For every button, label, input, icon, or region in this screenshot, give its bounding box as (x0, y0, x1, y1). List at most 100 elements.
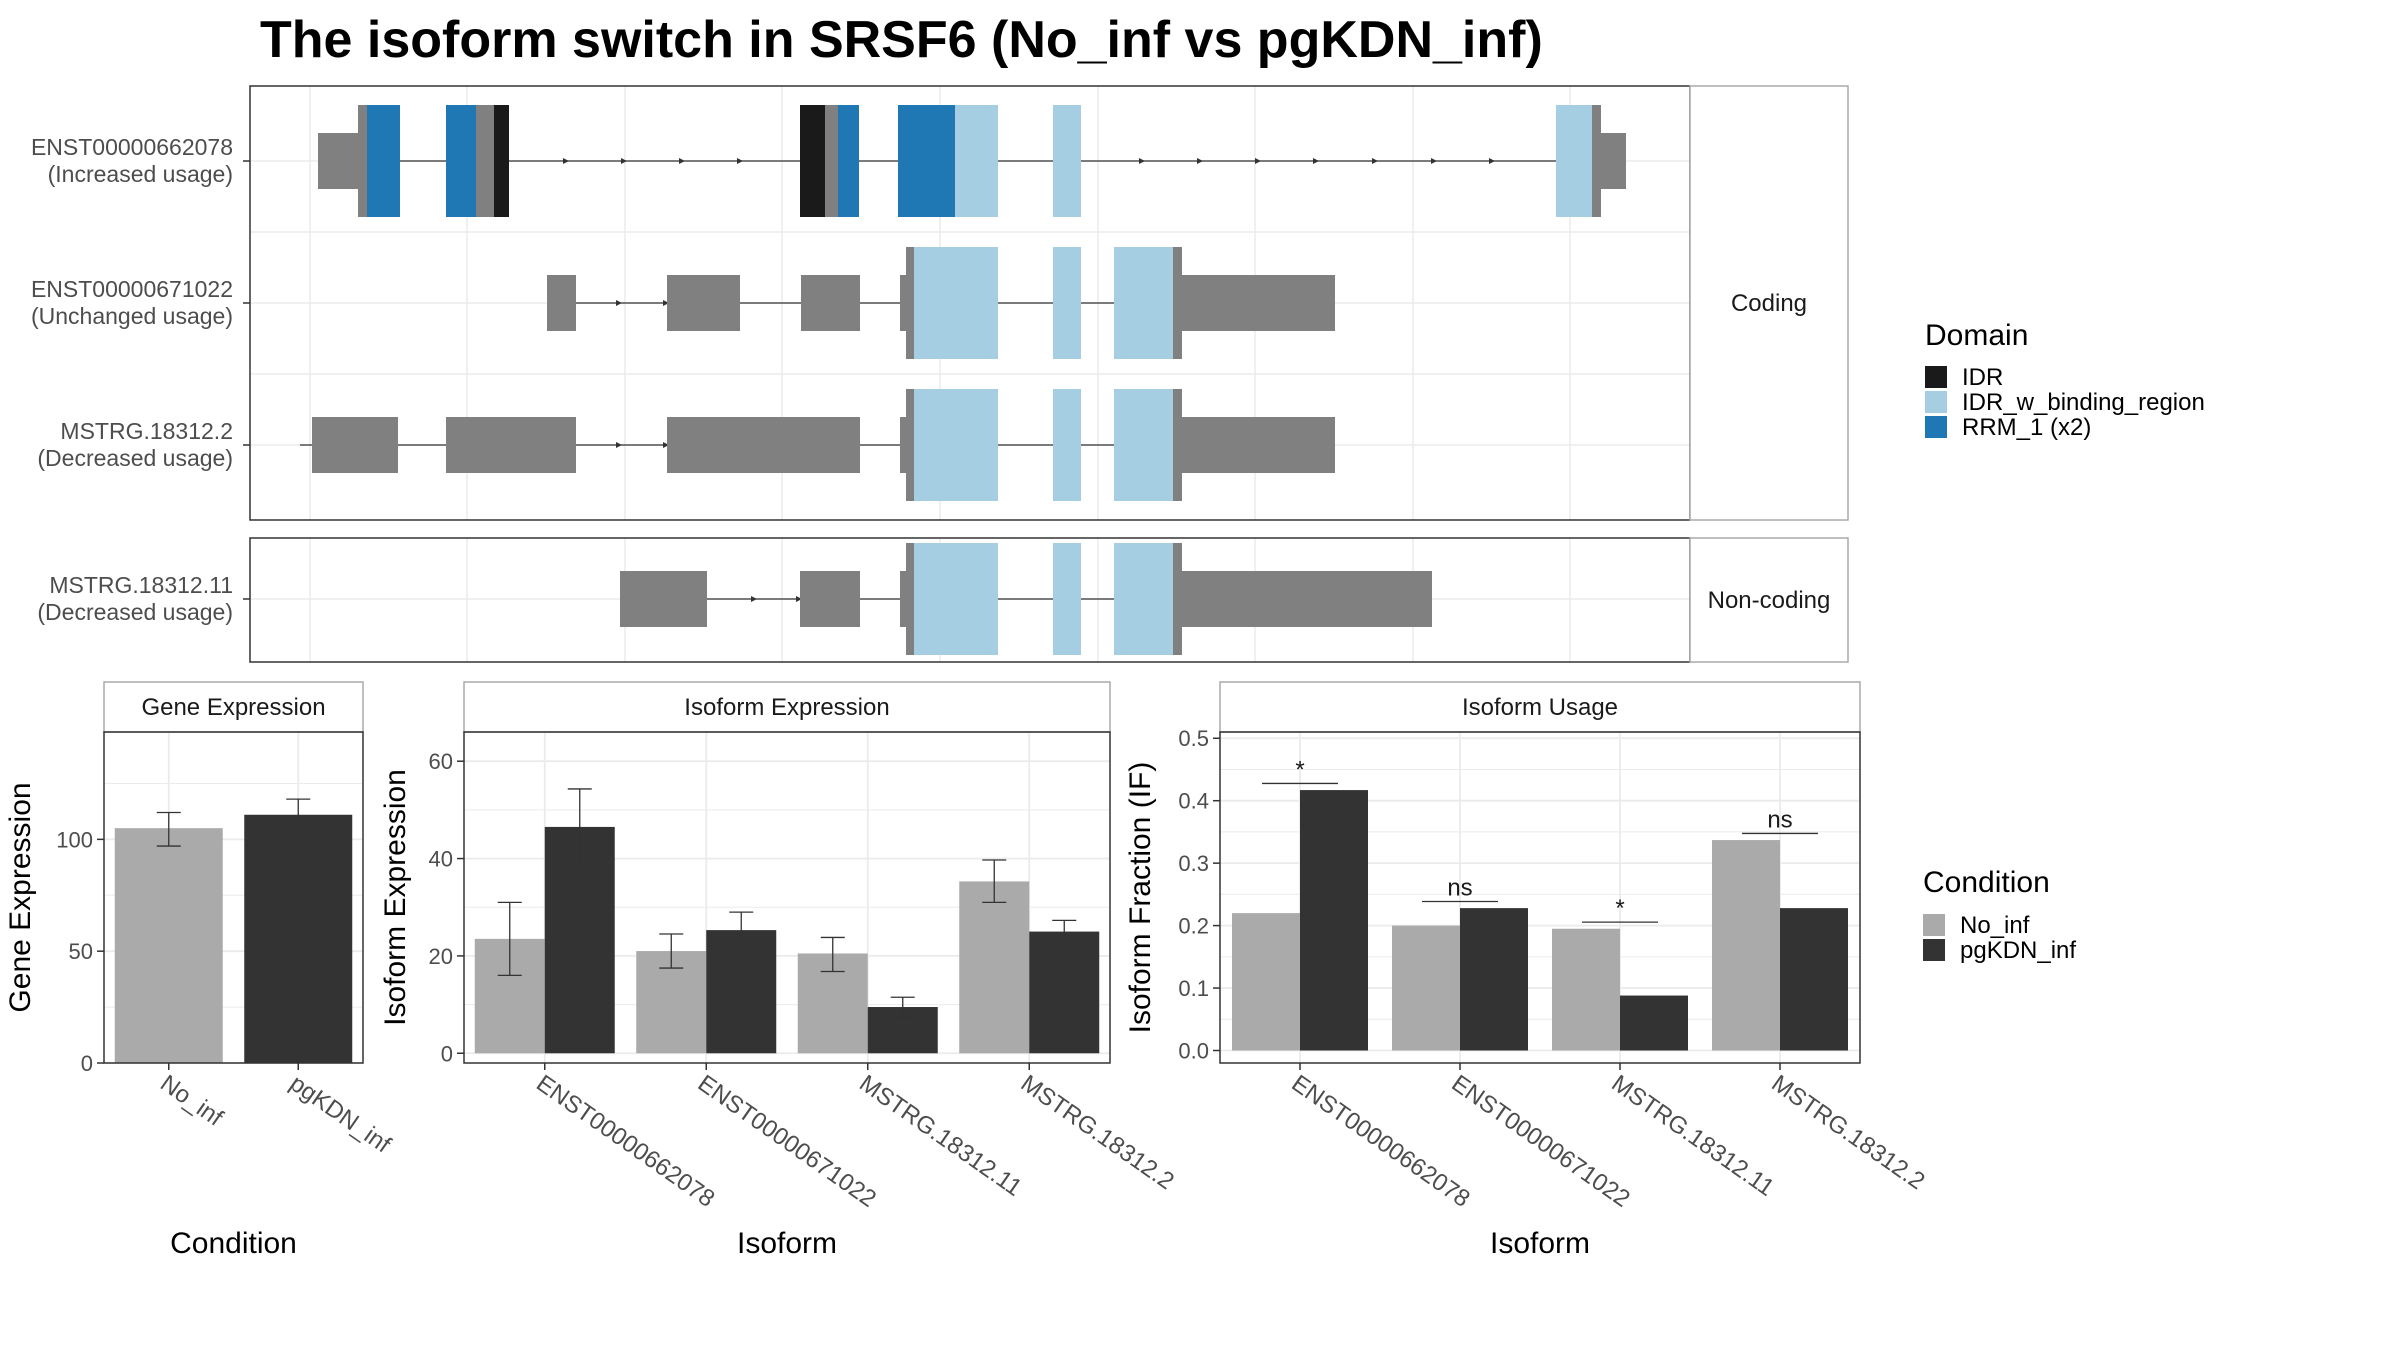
utr-exon (667, 275, 740, 331)
domain-idr-binding (1053, 389, 1081, 501)
bar (1620, 995, 1688, 1051)
intron-direction-arrow (1255, 158, 1261, 164)
x-tick-label: ENST00000662078 (531, 1070, 719, 1213)
utr-exon (801, 275, 860, 331)
bar (706, 930, 777, 1054)
domain-legend-label: IDR_w_binding_region (1962, 389, 2205, 416)
panel-title: Gene Expression (141, 694, 325, 721)
cds-exon (825, 105, 838, 217)
x-tick-label: ENST00000671022 (693, 1070, 881, 1213)
intron-direction-arrow (751, 596, 757, 602)
x-tick-label: MSTRG.18312.2 (1767, 1070, 1930, 1195)
y-tick-label: 0.4 (1178, 789, 1209, 814)
intron-direction-arrow (563, 158, 569, 164)
cds-exon (476, 105, 494, 217)
x-tick-label: MSTRG.18312.11 (854, 1070, 1026, 1202)
bar (114, 828, 223, 1063)
bar (244, 814, 353, 1063)
domain-idr-binding (1556, 105, 1592, 217)
bar (1300, 790, 1368, 1051)
gene-expression-panel: Gene Expression 0 50 100 No_inf pgKDN_inf Cond… (4, 681, 396, 1260)
intron-direction-arrow (1431, 158, 1437, 164)
isoform-usage-panel: Isoform Usage*ns*ns0.00.10.20.30.40.5ENS… (1124, 681, 1930, 1260)
intron-direction-arrow (1197, 158, 1203, 164)
bar (1780, 908, 1848, 1051)
y-axis-title: Gene Expression (4, 782, 37, 1012)
intron-direction-arrow (796, 596, 802, 602)
bar (1552, 928, 1620, 1051)
condition-legend-label: pgKDN_inf (1960, 937, 2076, 964)
utr-exon (312, 417, 398, 473)
isoform-usage-label: (Decreased usage) (37, 599, 233, 625)
intron-direction-arrow (616, 300, 622, 306)
cds-exon (906, 389, 914, 501)
domain-rrm (838, 105, 859, 217)
utr-exon (620, 571, 707, 627)
y-axis-title: Isoform Fraction (IF) (1124, 762, 1157, 1034)
y-tick-label: 0.5 (1178, 726, 1209, 751)
domain-idr-binding (1114, 389, 1173, 501)
utr-exon (1182, 275, 1335, 331)
bar (1460, 908, 1528, 1051)
condition-legend-key (1923, 914, 1945, 936)
panel-strip (103, 681, 364, 733)
facet-label-noncoding: Non-coding (1708, 587, 1831, 614)
cds-exon (1592, 105, 1601, 217)
condition-legend-title: Condition (1923, 866, 2050, 899)
utr-exon (900, 417, 906, 473)
panel-border (1219, 731, 1861, 1064)
domain-legend-key (1925, 366, 1947, 388)
facet-strip-noncoding (1689, 537, 1849, 663)
panel-strip (463, 681, 1111, 733)
intron-direction-arrow (1139, 158, 1145, 164)
facet-strip-coding (1689, 85, 1849, 521)
domain-idr (800, 105, 825, 217)
cds-exon (906, 543, 914, 655)
x-tick-label: pgKDN_inf (285, 1070, 396, 1159)
bar (1392, 925, 1460, 1051)
panel-title: Isoform Expression (684, 694, 889, 721)
domain-idr-binding (914, 247, 998, 359)
x-tick-label: MSTRG.18312.11 (1607, 1070, 1779, 1202)
panel-title: Isoform Usage (1462, 694, 1618, 721)
y-tick-label: 0.2 (1178, 914, 1209, 939)
intron-direction-arrow (663, 300, 669, 306)
x-axis-title: Isoform (737, 1227, 837, 1260)
condition-legend-key (1923, 939, 1945, 961)
isoform-structure-panel: Coding Non-coding ENST00000662078(Increase… (31, 85, 1849, 663)
intron-direction-arrow (1489, 158, 1495, 164)
utr-exon (446, 417, 576, 473)
significance-label: ns (1447, 874, 1472, 901)
domain-idr-binding (914, 389, 998, 501)
utr-exon (800, 571, 860, 627)
utr-exon (1182, 571, 1432, 627)
isoform-expression-panel: Isoform Expression 0 20 40 60 ENST00000662078… (379, 681, 1179, 1260)
domain-idr-binding (1053, 105, 1081, 217)
x-axis-title: Isoform (1490, 1227, 1590, 1260)
isoform-row-label: ENST00000671022 (31, 276, 233, 302)
x-tick-label: MSTRG.18312.2 (1016, 1070, 1179, 1195)
figure-title: The isoform switch in SRSF6 (No_inf vs p… (260, 11, 1543, 69)
domain-idr-binding (1053, 247, 1081, 359)
significance-label: ns (1767, 806, 1792, 833)
bar (1712, 840, 1780, 1051)
domain-legend-key (1925, 416, 1947, 438)
isoform-usage-label: (Increased usage) (48, 161, 233, 187)
domain-idr-binding (1114, 247, 1173, 359)
domain-legend-label: IDR (1962, 364, 2003, 391)
y-tick-label: 20 (429, 944, 453, 969)
bar (959, 881, 1030, 1054)
utr-exon (547, 275, 576, 331)
y-tick-label: 0 (81, 1051, 93, 1076)
intron-direction-arrow (621, 158, 627, 164)
utr-exon (667, 417, 860, 473)
facet-label-coding: Coding (1731, 290, 1807, 317)
domain-rrm (446, 105, 476, 217)
bar (1029, 931, 1100, 1054)
significance-label: * (1295, 756, 1304, 783)
cds-exon (1173, 247, 1182, 359)
isoform-usage-label: (Unchanged usage) (31, 303, 233, 329)
domain-idr-binding (1114, 543, 1173, 655)
domain-rrm (898, 105, 955, 217)
